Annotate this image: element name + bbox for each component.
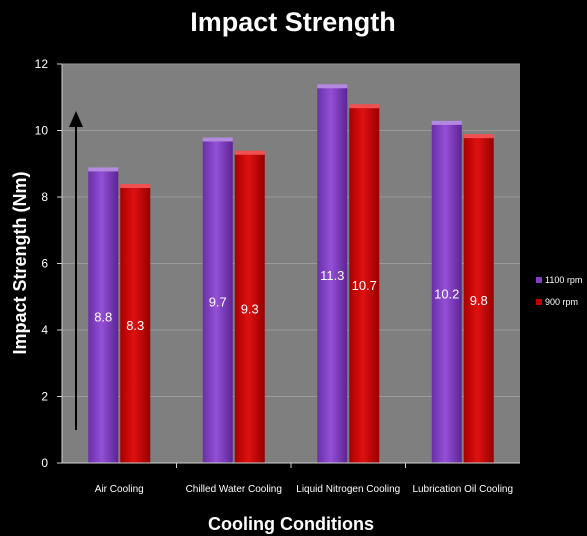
bar-top-face — [349, 104, 380, 109]
data-label: 10.7 — [352, 278, 377, 293]
y-tick-label: 12 — [35, 57, 49, 71]
data-label: 8.8 — [94, 310, 112, 325]
y-axis-title: Impact Strength (Nm) — [10, 171, 30, 354]
arrow-annotation — [69, 111, 83, 430]
y-axis-ticks: 0 2 4 6 8 10 12 — [35, 57, 62, 470]
bar — [202, 140, 233, 463]
legend-label: 1100 rpm — [545, 275, 582, 285]
data-label: 9.3 — [241, 301, 259, 316]
data-label: 9.7 — [209, 295, 227, 310]
data-label: 10.2 — [434, 286, 459, 301]
x-axis-title: Cooling Conditions — [208, 514, 374, 534]
legend: 1100 rpm 900 rpm — [536, 275, 582, 307]
bar — [120, 187, 151, 463]
bar — [349, 107, 380, 463]
bar — [431, 123, 462, 463]
legend-label: 900 rpm — [545, 297, 578, 307]
bar — [88, 170, 119, 463]
bars — [88, 84, 494, 464]
bar-top-face — [88, 167, 119, 172]
data-label: 9.8 — [470, 293, 488, 308]
data-label: 8.3 — [126, 318, 144, 333]
x-tick-label: Liquid Nitrogen Cooling — [296, 484, 400, 495]
legend-swatch — [536, 299, 542, 305]
bar — [463, 137, 494, 463]
bar — [234, 153, 265, 463]
x-tick-label: Air Cooling — [95, 484, 144, 495]
data-labels: 8.8 8.3 9.7 9.3 11.3 10.7 10.2 9.8 — [94, 268, 488, 333]
x-tick-label: Chilled Water Cooling — [186, 484, 282, 495]
legend-swatch — [536, 277, 542, 283]
bar — [317, 87, 348, 464]
chart-title: Impact Strength — [190, 7, 396, 37]
y-tick-label: 6 — [41, 257, 48, 271]
y-tick-label: 0 — [41, 456, 48, 470]
y-tick-label: 8 — [41, 190, 48, 204]
x-axis-categories: Air Cooling Chilled Water Cooling Liquid N… — [95, 463, 513, 495]
bar-top-face — [234, 150, 265, 155]
bar-top-face — [463, 134, 494, 139]
bar-top-face — [431, 120, 462, 125]
bar-top-face — [120, 184, 151, 189]
y-tick-label: 10 — [35, 124, 49, 138]
y-tick-label: 2 — [41, 390, 48, 404]
bar-top-face — [317, 84, 348, 89]
data-label: 11.3 — [320, 268, 344, 283]
y-tick-label: 4 — [41, 323, 48, 337]
x-tick-label: Lubrication Oil Cooling — [412, 484, 513, 495]
bar-top-face — [202, 137, 233, 142]
